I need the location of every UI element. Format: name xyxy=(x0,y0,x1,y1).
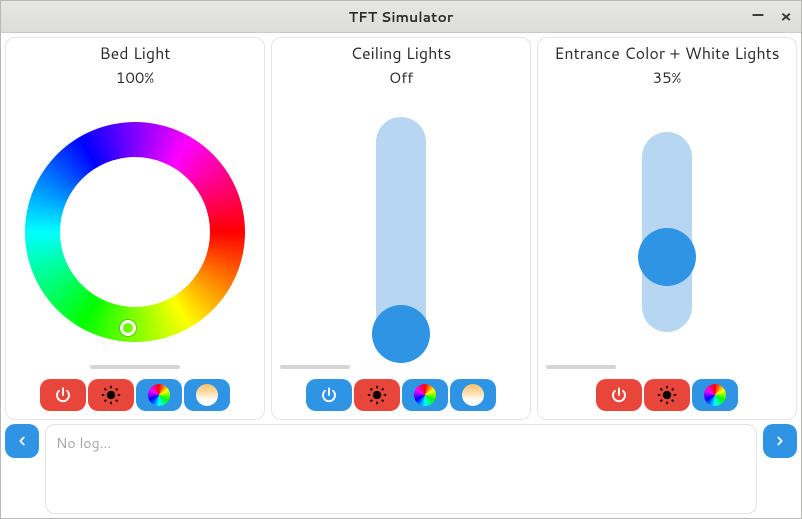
window-title: TFT Simulator xyxy=(1,7,801,27)
power-button[interactable] xyxy=(596,379,642,411)
brightness-button[interactable] xyxy=(354,379,400,411)
color-wheel-handle[interactable] xyxy=(120,320,136,336)
scroll-hint xyxy=(280,365,350,369)
brightness-button[interactable] xyxy=(644,379,690,411)
button-row xyxy=(596,379,738,411)
button-row xyxy=(40,379,230,411)
panel-body xyxy=(538,88,796,375)
next-button[interactable] xyxy=(763,424,797,458)
close-button[interactable]: × xyxy=(777,8,795,26)
button-row xyxy=(306,379,496,411)
panel-status: 35% xyxy=(653,67,682,88)
log-box: No log... xyxy=(45,424,757,514)
scroll-hint xyxy=(90,365,180,369)
panels-row: Bed Light 100% xyxy=(5,37,797,420)
panel-bed-light: Bed Light 100% xyxy=(5,37,265,420)
color-mode-button[interactable] xyxy=(136,379,182,411)
panel-title: Entrance Color + White Lights xyxy=(554,42,779,65)
color-wheel[interactable] xyxy=(25,122,245,342)
panel-entrance-lights: Entrance Color + White Lights 35% xyxy=(537,37,797,420)
warm-mode-button[interactable] xyxy=(450,379,496,411)
prev-button[interactable] xyxy=(5,424,39,458)
rgb-icon xyxy=(704,384,726,406)
panel-title: Bed Light xyxy=(100,42,171,65)
warm-icon xyxy=(196,384,218,406)
minimize-button[interactable]: – xyxy=(749,8,767,26)
slider-thumb[interactable] xyxy=(372,305,430,363)
warm-mode-button[interactable] xyxy=(184,379,230,411)
panel-ceiling-lights: Ceiling Lights Off xyxy=(271,37,531,420)
brightness-icon xyxy=(657,385,677,405)
scroll-hint xyxy=(546,365,616,369)
power-icon xyxy=(610,386,628,404)
panel-body xyxy=(6,88,264,375)
warm-icon xyxy=(462,384,484,406)
panel-status: Off xyxy=(389,67,413,88)
power-button[interactable] xyxy=(40,379,86,411)
content-area: Bed Light 100% xyxy=(1,33,801,518)
brightness-button[interactable] xyxy=(88,379,134,411)
brightness-slider[interactable] xyxy=(376,117,426,347)
slider-thumb[interactable] xyxy=(638,228,696,286)
app-window: TFT Simulator – × Bed Light 100% xyxy=(0,0,802,519)
power-button[interactable] xyxy=(306,379,352,411)
chevron-right-icon xyxy=(773,434,787,448)
panel-status: 100% xyxy=(116,67,154,88)
color-mode-button[interactable] xyxy=(402,379,448,411)
titlebar-buttons: – × xyxy=(749,1,795,32)
brightness-icon xyxy=(367,385,387,405)
power-icon xyxy=(54,386,72,404)
log-placeholder: No log... xyxy=(56,433,111,453)
color-mode-button[interactable] xyxy=(692,379,738,411)
panel-body xyxy=(272,88,530,375)
rgb-icon xyxy=(148,384,170,406)
brightness-icon xyxy=(101,385,121,405)
log-row: No log... xyxy=(5,424,797,514)
titlebar: TFT Simulator – × xyxy=(1,1,801,33)
power-icon xyxy=(320,386,338,404)
panel-title: Ceiling Lights xyxy=(351,42,452,65)
rgb-icon xyxy=(414,384,436,406)
brightness-slider[interactable] xyxy=(642,132,692,332)
chevron-left-icon xyxy=(15,434,29,448)
